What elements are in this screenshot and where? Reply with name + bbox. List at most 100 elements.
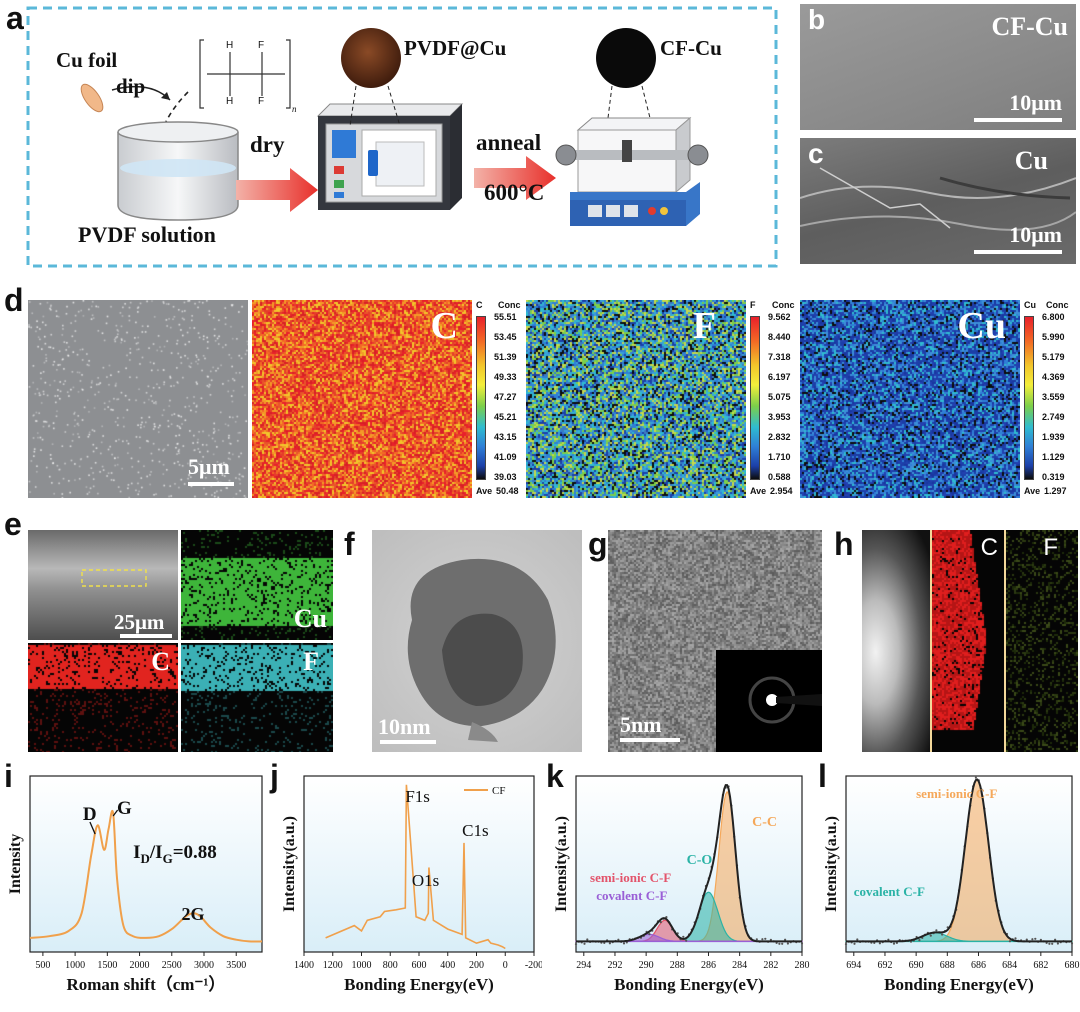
x-tick-label: 200 — [469, 960, 484, 971]
eds-e-cu-label: Cu — [293, 604, 327, 633]
colorbar-tick: 2.832 — [768, 432, 791, 442]
eds-h-f-map: F — [1006, 530, 1078, 752]
plot-area — [575, 775, 803, 953]
colorbar-f-ave-label: Ave — [750, 486, 767, 496]
sem-d-dots — [28, 300, 248, 498]
saed-pattern — [748, 676, 822, 724]
colorbar-f-gradient — [750, 316, 760, 480]
eds-h-f-pixels — [1006, 530, 1078, 752]
eds-e-c-map: C — [28, 643, 178, 752]
peak-annotation: covalent C-F — [854, 884, 925, 899]
colorbar-tick: 1.710 — [768, 452, 791, 462]
h-divider-1 — [930, 530, 932, 752]
data-point — [892, 942, 896, 945]
scale-bar-f — [380, 740, 436, 744]
raman-line — [29, 810, 263, 943]
x-tick-label: 500 — [35, 960, 50, 971]
panel-label-h: h — [834, 526, 854, 562]
anneal-arrow — [474, 156, 556, 200]
colorbar-cu-ave-label: Ave — [1024, 486, 1041, 496]
x-tick-label: 1000 — [65, 960, 85, 971]
monomer-h1: H — [226, 40, 234, 51]
data-point — [769, 938, 772, 941]
x-axis-label: Bonding Energy(eV) — [344, 975, 494, 994]
colorbar-c-ave-label: Ave — [476, 486, 493, 496]
sem-c-texture — [800, 167, 1076, 231]
data-point — [778, 942, 781, 945]
data-point — [1025, 938, 1028, 941]
x-tick-label: 600 — [412, 960, 427, 971]
plot-area — [29, 775, 263, 953]
tem-image-f: 10nm — [372, 530, 582, 752]
data-point — [1070, 942, 1074, 945]
peak-label-f1s: F1s — [405, 787, 430, 806]
colorbar-tick: 51.39 — [494, 352, 517, 362]
colorbar-tick: 53.45 — [494, 332, 517, 342]
data-point — [1034, 937, 1037, 940]
data-point — [659, 921, 662, 924]
sem-cross-section-e: 25μm — [28, 530, 178, 640]
scale-bar-d — [188, 482, 234, 486]
ratio-part: I — [133, 842, 140, 863]
data-point — [853, 942, 856, 945]
data-point — [1008, 940, 1011, 943]
tem-particle — [407, 558, 556, 742]
data-point — [929, 934, 932, 937]
data-point — [622, 942, 626, 945]
x-tick-label: 294 — [576, 960, 591, 971]
x-tick-label: 2500 — [162, 960, 182, 971]
dip-label: dip — [116, 74, 146, 98]
data-point — [1031, 938, 1034, 941]
panel-label-g: g — [588, 526, 608, 562]
x-tick-label: 1500 — [97, 960, 117, 971]
ratio-part: D — [141, 851, 150, 866]
colorbar-tick: 47.27 — [494, 392, 517, 402]
colorbar-c-gradient — [476, 316, 486, 480]
data-point — [844, 943, 848, 946]
data-point — [617, 938, 620, 941]
data-point — [682, 935, 685, 938]
scale-text-c: 10μm — [1009, 222, 1062, 247]
panel-label-f: f — [344, 526, 355, 562]
colorbar-tick: 0.588 — [768, 472, 791, 482]
panel-label-b: b — [808, 4, 826, 35]
pvdf-monomer-structure — [199, 39, 291, 109]
eds-e-cu-map: Cu — [181, 530, 333, 640]
peak-annotation: C-O — [687, 853, 713, 868]
data-point — [586, 938, 589, 941]
data-point — [878, 942, 881, 945]
scale-bar-g — [620, 738, 680, 742]
x-tick-label: 286 — [701, 960, 716, 971]
eds-map-c-pixels — [252, 300, 472, 498]
eds-map-f-pixels — [526, 300, 746, 498]
colorbar-cu-conc: Conc — [1046, 300, 1069, 310]
panel-label-i: i — [4, 758, 13, 794]
sem-image-b: b CF-Cu 10μm — [800, 4, 1076, 130]
peak-label-c1s: C1s — [462, 821, 488, 840]
ratio-part: /I — [149, 842, 163, 863]
peak-annotation: C-C — [752, 815, 777, 830]
saed-inset — [716, 650, 822, 752]
x-tick-label: 1000 — [352, 960, 372, 971]
x-tick-label: 0 — [503, 960, 508, 971]
scale-bar-e — [120, 634, 172, 638]
x-tick-label: 280 — [795, 960, 810, 971]
xps-c1s-chart: 294 292 290 288 286 284 282 280 Bonding Energy(e… — [553, 775, 810, 994]
survey-line — [325, 784, 506, 950]
eds-h-c-pixels — [932, 530, 1004, 752]
colorbar-tick: 6.800 — [1042, 312, 1065, 322]
data-point — [1056, 942, 1059, 945]
panel-label-d: d — [4, 282, 24, 318]
fit-envelope — [576, 784, 802, 943]
colorbar-cu: Cu Conc 6.800 5.990 5.179 4.369 3.559 2.749 1.… — [1022, 300, 1078, 498]
anneal-label: anneal — [476, 130, 542, 155]
xps-survey-chart: 1400 1200 1000 800 600 400 200 0 -200 Bonding Ene… — [281, 775, 542, 994]
colorbar-tick: 5.179 — [1042, 352, 1065, 362]
colorbar-tick: 4.369 — [1042, 372, 1065, 382]
data-point — [648, 933, 651, 936]
x-tick-label: 694 — [846, 960, 861, 971]
x-tick-label: 2000 — [130, 960, 150, 971]
x-tick-label: 292 — [607, 960, 622, 971]
panel-label-a: a — [6, 0, 24, 36]
data-point — [608, 942, 611, 945]
